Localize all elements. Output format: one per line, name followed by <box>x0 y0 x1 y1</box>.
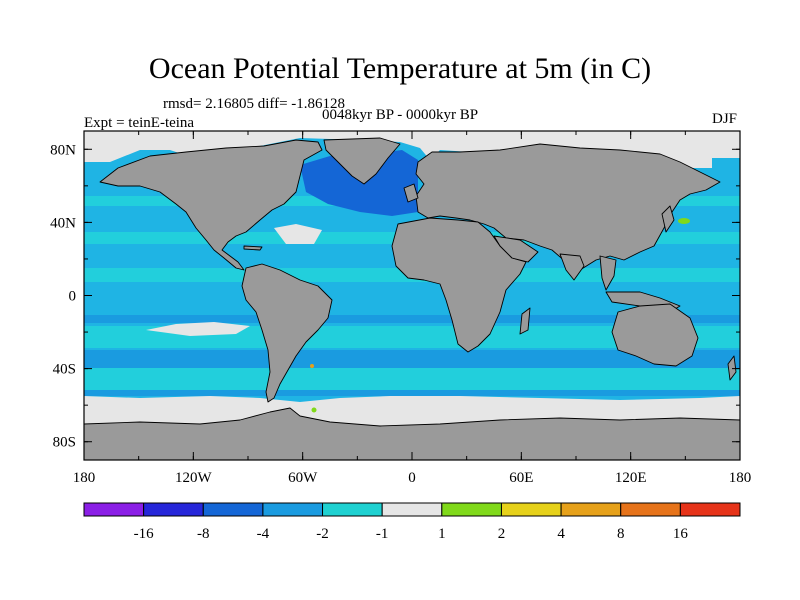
colorbar-label: -16 <box>134 526 154 542</box>
colorbar-label: 4 <box>557 526 565 542</box>
colorbar: -16 -8 -4 -2 -1 1 2 4 8 16 <box>83 502 741 542</box>
cold-anomaly-north-atlantic <box>300 150 418 216</box>
season-label: DJF <box>712 111 738 127</box>
period-label: 0048kyr BP - 0000kyr BP <box>322 107 479 123</box>
experiment-label: Expt = teinE-teina <box>84 115 195 131</box>
axis-labels: 80N 40N 0 40S 80S 180 120W 60W 0 60E 120E 180 <box>50 142 751 486</box>
figure-title: Ocean Potential Temperature at 5m (in C) <box>148 52 652 85</box>
land-eurasia <box>415 143 721 271</box>
colorbar-label: -4 <box>257 526 270 542</box>
band-light <box>84 368 740 390</box>
lat-label: 40N <box>50 215 76 231</box>
lat-label: 40S <box>53 362 76 378</box>
colorbar-swatch <box>560 502 622 517</box>
warm-spot-antarctic-peninsula <box>311 407 317 413</box>
lon-label: 120W <box>175 470 213 486</box>
lat-label: 80S <box>53 435 76 451</box>
colorbar-swatch <box>322 502 383 517</box>
colorbar-label: 1 <box>438 526 446 542</box>
warm-patch-atlantic <box>274 224 322 244</box>
land-madagascar <box>519 307 531 335</box>
colorbar-label: -1 <box>376 526 389 542</box>
warm-spot-patagonia <box>310 364 314 368</box>
colorbar-label: 16 <box>673 526 689 542</box>
lon-label: 0 <box>408 470 416 486</box>
colorbar-swatch <box>441 502 502 517</box>
land-arabia <box>493 235 539 263</box>
land-new-zealand <box>727 355 737 381</box>
lon-label: 120E <box>615 470 647 486</box>
colorbar-swatch <box>262 502 324 517</box>
colorbar-label: 2 <box>498 526 506 542</box>
band-dark <box>84 390 740 396</box>
land-antarctica <box>84 407 740 460</box>
land-southeast-asia <box>599 255 617 291</box>
land-cuba <box>243 245 263 251</box>
land-britain <box>403 183 419 203</box>
land-japan <box>661 205 675 233</box>
colorbar-label: -2 <box>316 526 329 542</box>
land-greenland <box>323 137 401 185</box>
land-africa <box>391 217 527 353</box>
arctic-ice <box>84 131 740 168</box>
lon-label: 60W <box>288 470 318 486</box>
colorbar-swatch <box>83 502 145 517</box>
lat-label: 80N <box>50 142 76 158</box>
lon-label: 60E <box>509 470 533 486</box>
lon-label: 180 <box>73 470 96 486</box>
band-dark <box>84 315 740 323</box>
land-north-america <box>99 139 323 271</box>
warm-spot-kuroshio <box>678 218 690 224</box>
colorbar-swatch <box>500 502 562 517</box>
axis-ticks <box>83 131 741 460</box>
colorbar-swatch <box>620 502 681 517</box>
colorbar-label: -8 <box>197 526 210 542</box>
land-south-america <box>241 263 333 403</box>
colorbar-swatch <box>679 502 741 517</box>
colorbar-swatch <box>143 502 204 517</box>
colorbar-swatch <box>202 502 264 517</box>
warm-patch-south-pacific <box>146 322 250 336</box>
stats-line: rmsd= 2.16805 diff= -1.86128 <box>163 96 346 112</box>
lat-label: 0 <box>69 289 77 305</box>
land-australia <box>611 303 699 367</box>
lon-label: 180 <box>729 470 752 486</box>
band-dark <box>84 350 740 368</box>
colorbar-label: 8 <box>617 526 625 542</box>
land-india <box>559 253 585 281</box>
land-group <box>84 137 740 460</box>
band-light <box>84 326 740 348</box>
colorbar-swatch <box>381 502 443 517</box>
